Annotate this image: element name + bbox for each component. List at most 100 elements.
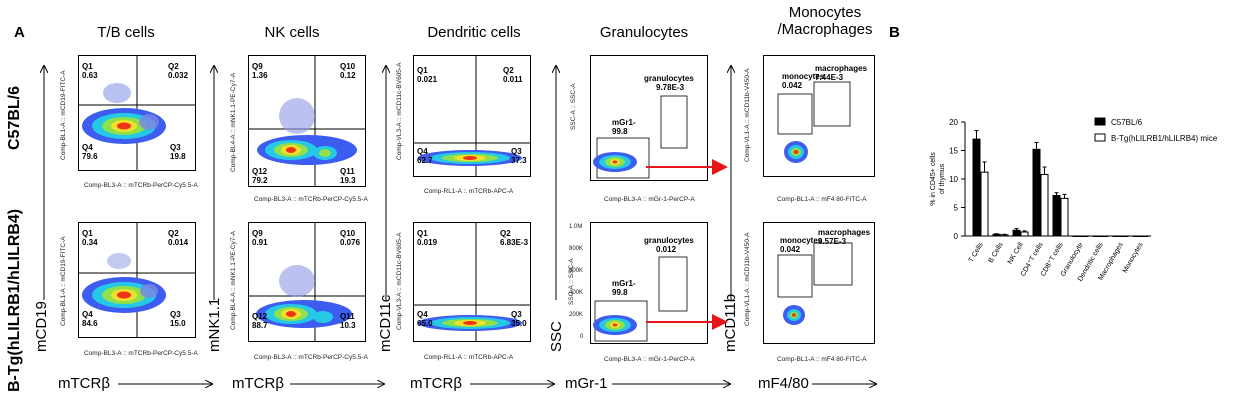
- gate-q4: Q4 79.6: [82, 143, 98, 162]
- bar-btg: [1060, 197, 1069, 237]
- panel-letter-b: B: [889, 24, 900, 41]
- gate-q1: Q1 0.021: [417, 66, 438, 85]
- gate-q3: Q3 19.8: [170, 143, 186, 162]
- gate-macrophages: macrophages 7.44E-3: [815, 64, 868, 83]
- ssc-tick: 200K: [569, 312, 584, 318]
- category-label: Monocytes: [1122, 241, 1145, 274]
- gate-q1: Q1 0.34: [82, 229, 98, 248]
- x-axis-label: Comp-BL3-A :: mTCRb-PerCP-Cy5.5-A: [84, 182, 198, 189]
- bar-c57: [992, 233, 1001, 237]
- bar-c57: [1052, 195, 1061, 237]
- gate-q2: Q2 6.83E-3: [500, 229, 529, 248]
- y-axis-label: Comp-VL1-A :: mCD11b-V450-A: [744, 232, 751, 326]
- row-label-c57: C57BL/6: [6, 85, 23, 150]
- y-tick-label: 15: [949, 147, 958, 156]
- gate-q2: Q2 0.011: [503, 66, 523, 85]
- legend-label: C57BL/6: [1111, 118, 1143, 127]
- bar-c57: [1112, 235, 1121, 237]
- y-tick-label: 0: [954, 232, 959, 241]
- ssc-tick: 400K: [569, 290, 584, 296]
- gate-q10: Q10 0.076: [340, 229, 361, 248]
- gate-monocytes: monocytes 0.042: [782, 72, 825, 91]
- category-label: NK Cell: [1007, 241, 1025, 265]
- column-title-tb: T/B cells: [97, 24, 155, 41]
- gate-q2: Q2 0.014: [168, 229, 189, 248]
- gate-q9: Q9 1.36: [252, 62, 268, 81]
- gate-mgr1-neg: mGr1- 99.8: [612, 279, 636, 298]
- ssc-tick: 600K: [569, 268, 584, 274]
- legend-swatch: [1094, 133, 1106, 142]
- left-axis-label-1: mCD19: [33, 301, 50, 352]
- x-axis-label: Comp-BL1-A :: mF4 80-FITC-A: [777, 356, 867, 363]
- bar-btg: [980, 171, 989, 237]
- left-axis-label-3: mCD11c: [377, 294, 394, 352]
- gate-granulocytes: granulocytes 0.012: [644, 236, 694, 255]
- x-axis-label: Comp-RL1-A :: mTCRb-APC-A: [424, 354, 514, 361]
- gate-q11: Q11 19.3: [340, 167, 356, 186]
- bar-c57: [1012, 229, 1021, 237]
- density-plot: [79, 223, 195, 337]
- bottom-axis-label-5: mF4/80: [758, 375, 809, 392]
- y-tick-label: 10: [949, 175, 958, 184]
- gate-q1: Q1 0.019: [417, 229, 438, 248]
- y-axis-label: SSC-A :: SSC-A: [570, 83, 577, 130]
- gate-q12: Q12 79.2: [252, 167, 268, 186]
- x-axis-label: Comp-RL1-A :: mTCRb-APC-A: [424, 188, 514, 195]
- legend-label: B-Tg(hLILRB1/hLILRB4) mice: [1111, 134, 1218, 143]
- gate-q4: Q4 84.6: [82, 310, 98, 329]
- gate-macrophages: macrophages 9.57E-3: [818, 228, 871, 247]
- x-axis-label: Comp-BL3-A :: mTCRb-PerCP-Cy5.5-A: [254, 354, 368, 361]
- gate-q4: Q4 65.0: [417, 310, 433, 329]
- x-axis-label: Comp-BL3-A :: mTCRb-PerCP-Cy5.5-A: [84, 350, 198, 357]
- y-axis-label: Comp-VL1-A :: mCD11b-V450-A: [744, 68, 751, 162]
- left-axis-label-4: SSC: [548, 321, 565, 352]
- bar-btg: [1000, 234, 1009, 237]
- density-plot: [414, 223, 530, 341]
- bottom-axis-label-4: mGr-1: [565, 375, 608, 392]
- gate-mgr1-neg: mGr1- 99.8: [612, 118, 636, 137]
- density-plot: [79, 56, 195, 170]
- y-axis-label: Comp-BL4-A :: mNK1.1-PE-Cy7-A: [230, 73, 237, 172]
- y-axis-label: Comp-BL1-A :: mCD19-FITC-A: [60, 236, 67, 326]
- bar-c57: [1132, 235, 1141, 237]
- density-plot: [249, 223, 365, 341]
- gate-monocytes: monocytes 0.042: [780, 236, 823, 255]
- bar-chart: 0 5 10 15 20 % in CD45+ cells of thymus T Cells…: [930, 117, 1218, 283]
- bar-c57: [1032, 148, 1041, 237]
- bar-c57: [1092, 235, 1101, 237]
- y-axis-title: % in CD45+ cells: [930, 152, 937, 206]
- x-axis-label: Comp-BL3-A :: mGr-1-PerCP-A: [604, 356, 695, 363]
- density-plot: [593, 256, 688, 342]
- y-axis-label: Comp-BL1-A :: mCD19-FITC-A: [60, 70, 67, 160]
- y-tick-label: 20: [949, 118, 958, 127]
- x-axis-label: Comp-BL1-A :: mF4 80-FITC-A: [777, 196, 867, 203]
- left-axis-label-2: mNK1.1: [206, 297, 223, 352]
- gate-granulocytes: granulocytes 9.78E-3: [644, 74, 694, 93]
- gate-q1: Q1 0.63: [82, 62, 98, 81]
- left-axis-label-5: mCD11b: [722, 293, 739, 352]
- facs-plot-gran-bottom: [590, 222, 708, 344]
- y-axis-label: Comp-BL4-A :: mNK1.1-PE-Cy7-A: [230, 231, 237, 330]
- gate-q12: Q12 88.7: [252, 312, 268, 331]
- gate-q2: Q2 0.032: [168, 62, 189, 81]
- x-axis-label: Comp-BL3-A :: mTCRb-PerCP-Cy5.5-A: [254, 196, 368, 203]
- facs-plot-mono-top: [763, 55, 875, 177]
- facs-plot-dc-bottom: [413, 222, 531, 342]
- bar-btg: [1140, 235, 1149, 237]
- y-axis-label: SSC-A :: SSC-A: [568, 258, 575, 305]
- bar-btg: [1020, 231, 1029, 237]
- bar-btg: [1080, 235, 1089, 237]
- column-title-mono: Monocytes /Macrophages: [777, 4, 873, 39]
- density-plot: [249, 56, 365, 186]
- column-title-gran: Granulocytes: [599, 24, 689, 41]
- bar-btg: [1120, 235, 1129, 237]
- bar-c57: [1072, 235, 1081, 237]
- column-title-nk: NK cells: [264, 24, 320, 41]
- gate-q4: Q4 62.7: [417, 147, 433, 166]
- ssc-tick: 0: [580, 334, 584, 340]
- category-label: T Cells: [968, 241, 985, 264]
- facs-plot-mono-bottom: [763, 222, 875, 344]
- bottom-axis-label-2: mTCRβ: [232, 375, 284, 392]
- bottom-axis-label-3: mTCRβ: [410, 375, 462, 392]
- facs-plot-gran-top: [590, 55, 708, 181]
